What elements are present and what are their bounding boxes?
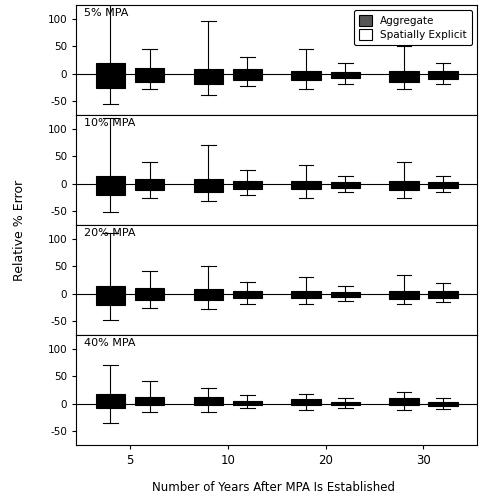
Text: 20% MPA: 20% MPA bbox=[84, 228, 136, 238]
Text: Number of Years After MPA Is Established: Number of Years After MPA Is Established bbox=[152, 481, 395, 494]
PathPatch shape bbox=[291, 181, 321, 189]
Legend: Aggregate, Spatially Explicit: Aggregate, Spatially Explicit bbox=[354, 10, 472, 46]
PathPatch shape bbox=[291, 291, 321, 298]
PathPatch shape bbox=[429, 182, 458, 188]
PathPatch shape bbox=[96, 62, 125, 88]
Text: 10% MPA: 10% MPA bbox=[84, 118, 136, 128]
PathPatch shape bbox=[331, 182, 360, 188]
PathPatch shape bbox=[135, 68, 164, 82]
PathPatch shape bbox=[291, 71, 321, 81]
PathPatch shape bbox=[233, 181, 262, 189]
PathPatch shape bbox=[96, 394, 125, 408]
PathPatch shape bbox=[389, 291, 419, 299]
PathPatch shape bbox=[96, 176, 125, 195]
PathPatch shape bbox=[331, 72, 360, 78]
PathPatch shape bbox=[194, 397, 223, 406]
PathPatch shape bbox=[96, 286, 125, 304]
PathPatch shape bbox=[429, 402, 458, 406]
PathPatch shape bbox=[135, 397, 164, 406]
PathPatch shape bbox=[291, 400, 321, 406]
PathPatch shape bbox=[135, 288, 164, 300]
PathPatch shape bbox=[194, 290, 223, 300]
PathPatch shape bbox=[194, 180, 223, 192]
PathPatch shape bbox=[233, 291, 262, 298]
PathPatch shape bbox=[429, 71, 458, 79]
PathPatch shape bbox=[389, 71, 419, 82]
Text: 40% MPA: 40% MPA bbox=[84, 338, 136, 348]
PathPatch shape bbox=[233, 70, 262, 80]
PathPatch shape bbox=[135, 180, 164, 190]
PathPatch shape bbox=[389, 398, 419, 406]
PathPatch shape bbox=[233, 401, 262, 405]
PathPatch shape bbox=[331, 402, 360, 405]
PathPatch shape bbox=[194, 70, 223, 84]
PathPatch shape bbox=[389, 181, 419, 190]
PathPatch shape bbox=[331, 292, 360, 297]
Text: Relative % Error: Relative % Error bbox=[13, 180, 26, 280]
Text: 5% MPA: 5% MPA bbox=[84, 8, 128, 18]
PathPatch shape bbox=[429, 291, 458, 298]
